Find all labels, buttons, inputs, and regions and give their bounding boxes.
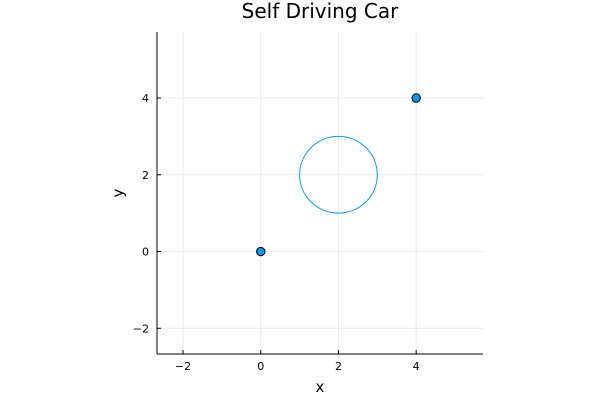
scatter-point: [256, 246, 266, 257]
y-tick-label: 0: [142, 246, 149, 259]
x-tick-label: 0: [257, 360, 264, 373]
circle-obstacle: [299, 135, 378, 214]
series: [256, 93, 421, 257]
y-tick-label: −2: [133, 322, 149, 335]
y-tick-label: 4: [142, 92, 149, 105]
x-axis-label: x: [316, 378, 325, 396]
grid-lines: [157, 32, 483, 354]
y-tick-label: 2: [142, 169, 149, 182]
x-tick-label: 2: [335, 360, 342, 373]
chart-title: Self Driving Car: [242, 0, 399, 23]
y-axis-label: y: [109, 188, 127, 197]
axes: [156, 32, 483, 355]
x-ticks: −2 0 2 4: [175, 350, 420, 373]
x-tick-label: 4: [413, 360, 420, 373]
scatter-point: [411, 93, 421, 103]
x-tick-label: −2: [175, 360, 191, 373]
y-ticks: −2 0 2 4: [133, 92, 161, 335]
